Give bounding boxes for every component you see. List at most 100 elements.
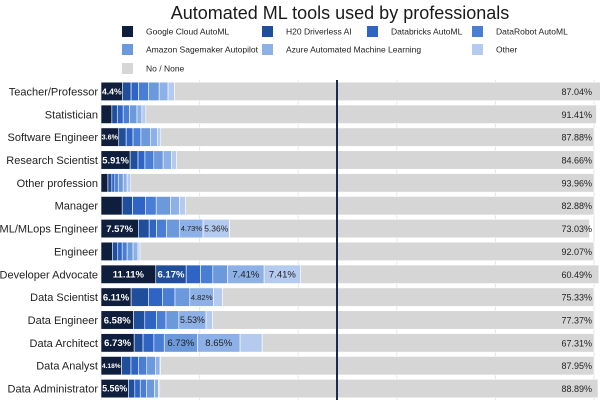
legend-swatch bbox=[262, 26, 273, 37]
legend-swatch bbox=[367, 26, 378, 37]
legend-label: DataRobot AutoML bbox=[496, 27, 568, 37]
bar-segment-none bbox=[130, 173, 595, 193]
data-label: 4.82% bbox=[191, 293, 213, 302]
data-label: 6.73% bbox=[104, 338, 131, 349]
bar-segment bbox=[133, 310, 146, 330]
data-label: 5.56% bbox=[102, 384, 127, 394]
bar-segment bbox=[154, 379, 159, 399]
bar-segment bbox=[158, 81, 169, 101]
chart-title: Automated ML tools used by professionals bbox=[171, 3, 510, 23]
bar-segment bbox=[148, 81, 160, 101]
bar-segment bbox=[155, 196, 171, 216]
category-label: Statistician bbox=[45, 109, 98, 121]
data-label: 6.17% bbox=[158, 270, 185, 281]
bar-segment bbox=[179, 196, 186, 216]
data-label: 7.41% bbox=[269, 270, 296, 281]
data-label: 92.07% bbox=[561, 247, 592, 257]
bar-segment bbox=[100, 173, 109, 193]
bar-segment bbox=[157, 127, 162, 147]
bar-segment bbox=[114, 173, 119, 193]
bar-segment bbox=[136, 104, 143, 124]
bar-segment bbox=[162, 150, 172, 170]
bar-segment bbox=[148, 219, 157, 239]
data-label: 87.04% bbox=[561, 87, 592, 97]
bar-segment bbox=[126, 173, 132, 193]
bar-segment bbox=[130, 287, 149, 307]
legend-label: Amazon Sagemaker Autopilot bbox=[146, 45, 259, 55]
bar-segment bbox=[121, 196, 133, 216]
data-label: 3.6% bbox=[102, 133, 119, 142]
category-label: Data Architect bbox=[30, 338, 98, 350]
data-label: 88.89% bbox=[561, 384, 592, 394]
bar-segment bbox=[137, 241, 141, 261]
category-label: Data Administrator bbox=[8, 384, 99, 396]
bar-segment bbox=[129, 150, 139, 170]
bar-segment bbox=[200, 264, 214, 284]
data-label: 8.65% bbox=[205, 338, 232, 349]
category-label: Data Analyst bbox=[36, 361, 98, 373]
bar-segment-none bbox=[261, 333, 595, 353]
bar-segment bbox=[212, 264, 228, 284]
bar-segment-none bbox=[176, 150, 595, 170]
bar-segment bbox=[132, 127, 142, 147]
bar-segment bbox=[162, 287, 176, 307]
category-label: Engineer bbox=[54, 246, 98, 258]
category-labels: Teacher/Professor Statistician Software En… bbox=[0, 86, 98, 395]
data-label: 82.88% bbox=[561, 201, 592, 211]
data-label: 87.95% bbox=[561, 361, 592, 371]
legend-label: Google Cloud AutoML bbox=[146, 27, 229, 37]
bar-segment bbox=[239, 333, 263, 353]
bar-segment bbox=[140, 127, 151, 147]
bar-segment bbox=[132, 196, 146, 216]
data-label: 87.88% bbox=[561, 133, 592, 143]
bar-segment bbox=[165, 310, 180, 330]
data-label: 6.58% bbox=[104, 315, 131, 326]
category-label: Research Scientist bbox=[6, 155, 98, 167]
bar-segment bbox=[145, 196, 157, 216]
bars: 4.4% 87.04% 91.41% 3.6% 87.88% 5.91% 84.66% 93.… bbox=[100, 81, 600, 399]
legend-swatch bbox=[472, 26, 483, 37]
category-label: ML/MLops Engineer bbox=[0, 224, 98, 236]
bar-segment bbox=[150, 127, 158, 147]
legend-swatch bbox=[122, 44, 133, 55]
data-label: 73.03% bbox=[561, 224, 592, 234]
bar-segment bbox=[121, 241, 128, 261]
bar-segment bbox=[116, 104, 124, 124]
category-label: Data Scientist bbox=[30, 292, 98, 304]
bar-segment bbox=[138, 81, 149, 101]
data-label: 5.91% bbox=[102, 154, 129, 165]
bar-segment bbox=[112, 241, 119, 261]
bar-segment bbox=[130, 356, 139, 376]
data-label: 84.66% bbox=[561, 156, 592, 166]
bar-segment bbox=[155, 356, 161, 376]
data-label: 5.53% bbox=[180, 315, 205, 325]
bar-segment bbox=[171, 150, 177, 170]
legend-label: Other bbox=[496, 45, 517, 55]
data-label: 5.36% bbox=[204, 224, 229, 234]
bar-segment-none bbox=[145, 104, 597, 124]
data-label: 7.41% bbox=[232, 270, 259, 281]
category-label: Data Engineer bbox=[28, 315, 99, 327]
bar-segment bbox=[167, 81, 175, 101]
bar-segment bbox=[122, 104, 130, 124]
bar-segment bbox=[213, 287, 223, 307]
bar-segment-none bbox=[160, 356, 595, 376]
bar-segment bbox=[133, 333, 144, 353]
bar-segment bbox=[111, 104, 118, 124]
bar-segment-none bbox=[185, 196, 595, 216]
bar-segment bbox=[107, 173, 113, 193]
bar-segment bbox=[141, 104, 147, 124]
bar-segment bbox=[205, 310, 213, 330]
bar-segment bbox=[144, 150, 155, 170]
legend-swatch bbox=[122, 63, 133, 74]
bar-segment bbox=[146, 356, 156, 376]
bar-segment bbox=[153, 150, 164, 170]
data-label: 60.49% bbox=[561, 270, 592, 280]
category-label: Teacher/Professor bbox=[9, 86, 99, 98]
category-label: Software Engineer bbox=[8, 132, 99, 144]
bar-segment bbox=[118, 127, 127, 147]
bar-segment bbox=[148, 287, 163, 307]
legend-label: H20 Driverless AI bbox=[286, 27, 352, 37]
data-label: 91.41% bbox=[561, 110, 592, 120]
